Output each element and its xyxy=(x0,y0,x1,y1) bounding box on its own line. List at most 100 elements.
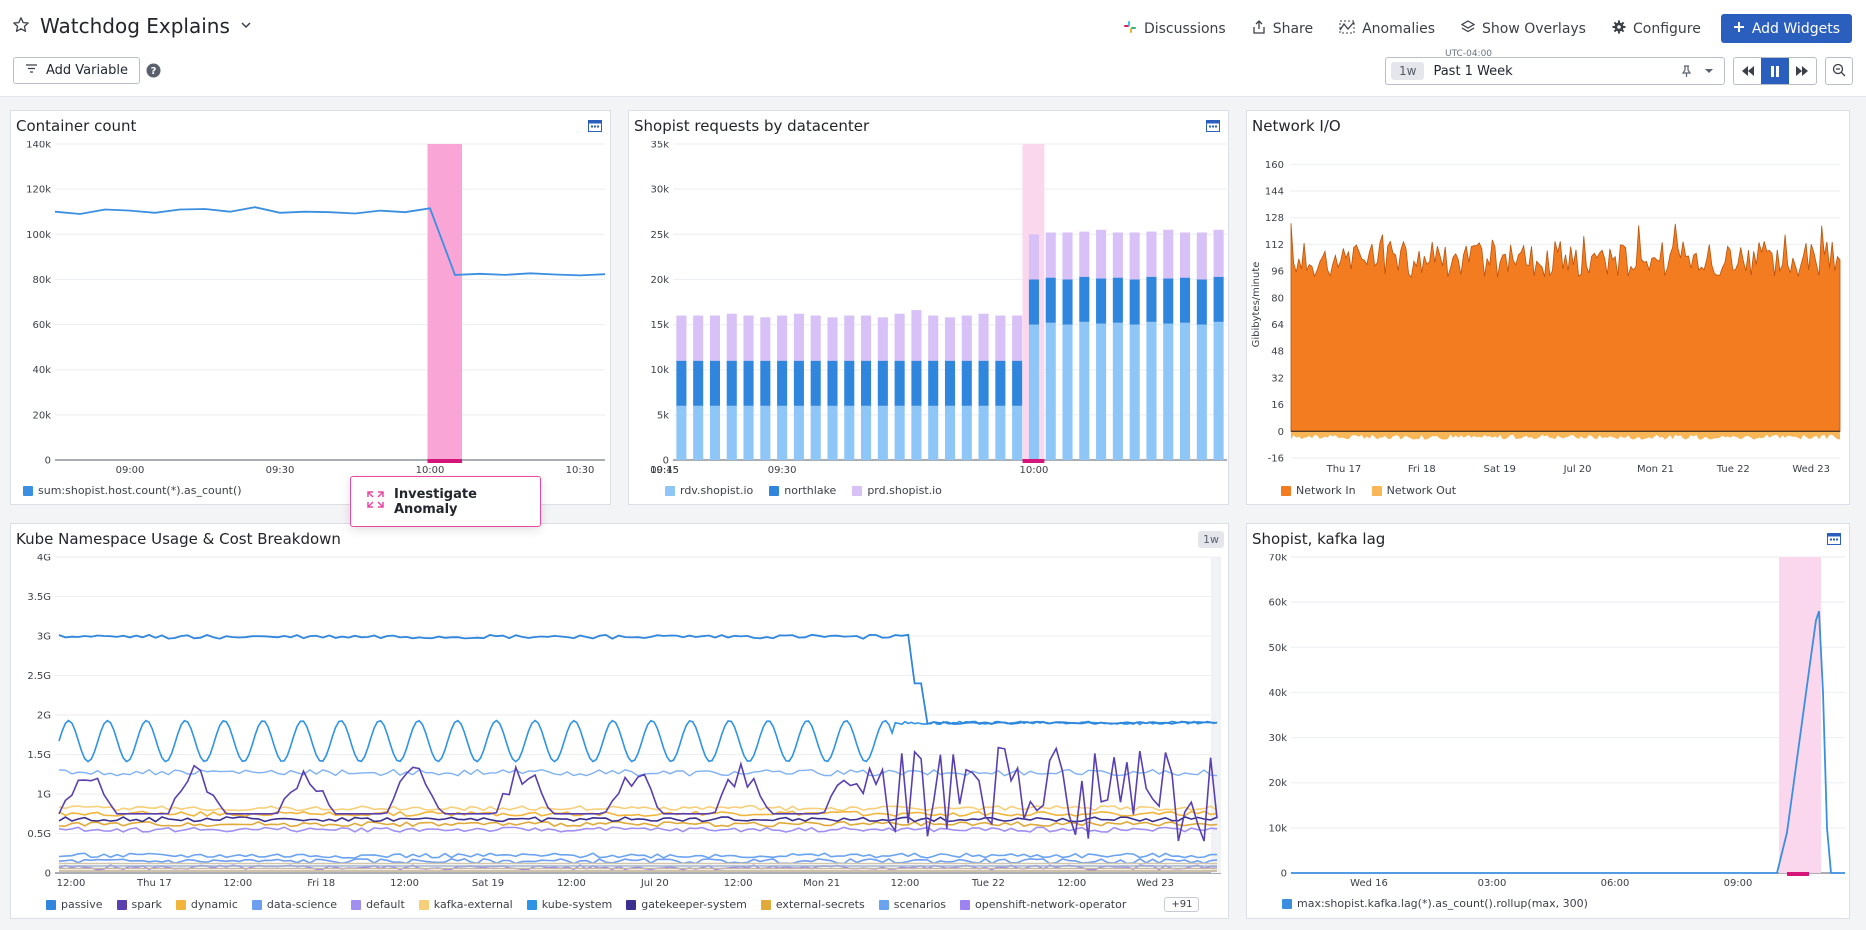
bar-segment-prd.shopist.io xyxy=(877,317,888,361)
calendar-icon[interactable] xyxy=(1827,532,1841,548)
zoom-out-button[interactable] xyxy=(1825,57,1853,85)
network-io-widget: Network I/O -16 0 16 32 48 64 80 96 112 128 144 160… xyxy=(1246,110,1850,505)
area-network-in xyxy=(1290,223,1841,432)
legend-swatch xyxy=(960,899,971,910)
anomalies-button[interactable]: Anomalies xyxy=(1339,20,1435,38)
anomalies-icon xyxy=(1339,20,1355,38)
y-tick-label: 70k xyxy=(1268,554,1287,564)
legend-item[interactable]: prd.shopist.io xyxy=(852,484,942,497)
bar-segment-northlake xyxy=(928,360,939,406)
bar-segment-rdv.shopist.io xyxy=(1129,324,1140,460)
y-tick-label: 32 xyxy=(1271,373,1284,384)
legend-swatch xyxy=(251,899,262,910)
calendar-icon[interactable] xyxy=(588,119,602,135)
legend-item[interactable]: passive xyxy=(46,898,103,911)
bar-segment-rdv.shopist.io xyxy=(944,405,956,460)
show-overlays-button[interactable]: Show Overlays xyxy=(1460,19,1586,38)
panel-title[interactable]: Kube Namespace Usage & Cost Breakdown xyxy=(16,530,341,548)
bar-segment-northlake xyxy=(726,360,737,406)
legend-item[interactable]: kafka-external xyxy=(418,898,513,911)
y-tick-label: 48 xyxy=(1271,347,1284,358)
bar-segment-prd.shopist.io xyxy=(693,315,704,361)
share-button[interactable]: Share xyxy=(1252,19,1313,38)
legend-swatch xyxy=(760,899,771,910)
legend: sum:shopist.host.count(*).as_count() xyxy=(23,484,242,497)
bar-segment-northlake xyxy=(676,360,687,406)
container-count-chart[interactable]: 0 20k 40k 60k 80k 100k 120k 140k 09:00 09:30 10:00… xyxy=(11,141,610,481)
panel-title[interactable]: Network I/O xyxy=(1252,117,1341,135)
x-tick-label: 10:30 xyxy=(566,465,595,476)
legend-item[interactable]: gatekeeper-system xyxy=(626,898,747,911)
legend-item[interactable]: default xyxy=(351,898,405,911)
legend-item[interactable]: max:shopist.kafka.lag(*).as_count().roll… xyxy=(1282,897,1588,910)
add-variable-button[interactable]: Add Variable xyxy=(13,57,140,84)
y-axis-label: Gibibytes/minute xyxy=(1251,262,1262,348)
configure-button[interactable]: Configure xyxy=(1612,20,1701,38)
kafka-lag-chart[interactable]: 0 10k 20k 30k 40k 50k 60k 70k Wed 16 03:00 06:00 09… xyxy=(1247,554,1849,894)
legend-item[interactable]: openshift-network-operator xyxy=(960,898,1126,911)
time-range-picker[interactable]: 1w Past 1 Week xyxy=(1385,57,1725,85)
dashboard-header: Watchdog Explains Discussions Share Anom… xyxy=(0,0,1866,97)
legend-item[interactable]: rdv.shopist.io xyxy=(665,484,753,497)
shopist-requests-chart[interactable]: 0 5k 10k 15k 20k 25k 30k 35k 09:30 09:45 10:00 10:1… xyxy=(629,141,1228,481)
panel-title[interactable]: Shopist requests by datacenter xyxy=(634,117,870,135)
bar-segment-northlake xyxy=(911,360,922,406)
legend-item[interactable]: data-science xyxy=(251,898,338,911)
caret-down-icon[interactable] xyxy=(1704,65,1714,82)
network-io-chart[interactable]: -16 0 16 32 48 64 80 96 112 128 144 160 Thu 17 Fri 18… xyxy=(1247,141,1849,481)
legend-label: Network Out xyxy=(1386,484,1457,497)
y-tick-label: 60k xyxy=(1268,598,1287,609)
legend-item[interactable]: external-secrets xyxy=(760,898,865,911)
bar-segment-prd.shopist.io xyxy=(1146,231,1157,277)
panel-title[interactable]: Container count xyxy=(16,117,137,135)
calendar-icon[interactable] xyxy=(1206,119,1220,135)
pin-icon[interactable] xyxy=(1681,65,1692,82)
forward-button[interactable] xyxy=(1789,58,1816,84)
legend-swatch xyxy=(626,899,637,910)
legend-item[interactable]: scenarios xyxy=(878,898,946,911)
bar-segment-prd.shopist.io xyxy=(1028,234,1039,280)
chevron-down-icon[interactable] xyxy=(240,19,252,34)
discussions-button[interactable]: Discussions xyxy=(1123,20,1226,38)
bar-segment-prd.shopist.io xyxy=(1112,232,1123,278)
bar-segment-northlake xyxy=(1012,360,1023,406)
legend-item[interactable]: Network Out xyxy=(1371,484,1457,497)
x-tick-label: 09:00 xyxy=(1724,878,1753,889)
show-overlays-label: Show Overlays xyxy=(1482,20,1586,37)
legend-label: dynamic xyxy=(190,898,238,911)
help-icon[interactable]: ? xyxy=(146,63,161,81)
pause-button[interactable] xyxy=(1761,58,1789,84)
legend: Network In Network Out xyxy=(1281,484,1456,497)
legend-item[interactable]: sum:shopist.host.count(*).as_count() xyxy=(23,484,242,497)
rewind-button[interactable] xyxy=(1734,58,1761,84)
bar-segment-rdv.shopist.io xyxy=(1096,323,1107,460)
y-tick-label: 15k xyxy=(650,320,669,331)
bar-segment-rdv.shopist.io xyxy=(1028,324,1039,460)
y-tick-label: 16 xyxy=(1271,400,1284,411)
add-widgets-label: Add Widgets xyxy=(1751,20,1840,37)
panel-title[interactable]: Shopist, kafka lag xyxy=(1252,530,1386,548)
legend-item[interactable]: dynamic xyxy=(175,898,238,911)
bar-segment-rdv.shopist.io xyxy=(726,405,737,460)
legend-swatch xyxy=(46,899,56,910)
bar-segment-northlake xyxy=(1112,277,1123,323)
add-widgets-button[interactable]: Add Widgets xyxy=(1720,14,1852,43)
x-tick-label: 03:00 xyxy=(1478,878,1507,889)
dashboard-title[interactable]: Watchdog Explains xyxy=(40,14,230,38)
star-icon[interactable] xyxy=(12,16,30,37)
legend-label: data-science xyxy=(266,898,338,911)
anomaly-band xyxy=(427,144,462,460)
investigate-anomaly-button[interactable]: Investigate Anomaly xyxy=(350,476,541,527)
y-tick-label: 2G xyxy=(37,711,51,722)
legend-label: kube-system xyxy=(541,898,613,911)
bar-segment-prd.shopist.io xyxy=(844,315,855,361)
bar-segment-prd.shopist.io xyxy=(810,315,821,361)
kube-namespace-chart[interactable]: 0 0.5G 1G 1.5G 2G 2.5G 3G 3.5G 4G 12:00 Thu 17 12:0… xyxy=(11,554,1228,899)
more-series-button[interactable]: +91 xyxy=(1164,897,1200,912)
legend-item[interactable]: northlake xyxy=(769,484,836,497)
bar-segment-northlake xyxy=(709,360,721,406)
legend-item[interactable]: kube-system xyxy=(526,898,613,911)
x-tick-label: Thu 17 xyxy=(1326,464,1362,475)
legend-item[interactable]: Network In xyxy=(1281,484,1356,497)
legend-item[interactable]: spark xyxy=(116,898,162,911)
